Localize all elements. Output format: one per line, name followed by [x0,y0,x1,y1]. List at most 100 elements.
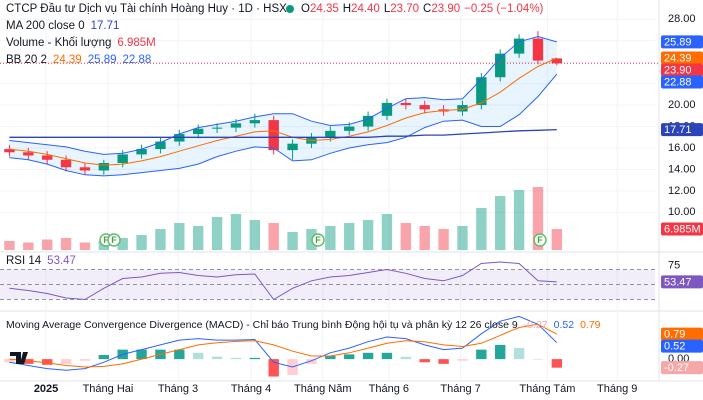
x-tick-label: Tháng 3 [158,383,198,395]
x-tick-label: Tháng Tám [519,383,575,395]
candle-body [381,102,393,116]
ohlc-key: C [423,3,431,15]
candle-body [155,141,166,150]
macd-histogram-bar [532,359,544,360]
ma-legend: MA 200 close 0 17.71 [6,20,119,32]
volume-bar [23,242,34,250]
mark-layer [4,31,563,377]
logo[interactable] [10,352,28,364]
candle-body [268,120,279,151]
macd-histogram-bar [230,357,242,360]
bb-mid-line [9,57,558,166]
event-letter: F [103,235,109,245]
ohlc-value: 24.40 [351,3,380,15]
volume-bar [117,238,128,250]
macd-value: 0.52 [554,319,575,331]
macd-histogram-bar [41,359,53,365]
bb-mid-badge: 24.39 [664,52,692,64]
macd-histogram-bar [60,359,72,364]
line-layer [0,35,659,371]
macd-histogram-bar [495,344,506,360]
y-tick-label: 16.00 [668,142,696,154]
candle-body [41,155,53,160]
y-tick-label: 14.00 [668,163,696,175]
y-tick-label: 12.00 [668,185,696,197]
volume-bar [211,217,223,250]
axis-layer: 28.0026.0024.0022.0020.0018.0016.0014.00… [34,13,703,395]
change: −0.25 (−1.04%) [464,3,543,15]
volume-bar [249,220,261,250]
macd-histogram-bar [551,359,563,368]
volume-value: 6.985M [117,37,155,49]
candle-body [344,126,355,131]
macd-histogram-bar [23,359,34,364]
macd-histogram-bar [513,348,525,360]
candle-body [23,152,34,156]
candle-body [513,38,525,54]
volume-label: Volume - Khối lượng [6,37,111,49]
volume-bar [325,226,336,250]
macd-histogram-bar [400,356,412,360]
area-layer [0,36,655,300]
macd-histogram-bar [476,349,487,360]
macd-histogram-bar [438,359,449,364]
bb-lower-line [9,73,558,177]
candle-body [476,77,487,106]
macd-histogram-bar [211,356,223,360]
event-letter: F [537,235,543,245]
macd-histogram-bar [249,357,261,360]
macd-histogram-bar [306,359,317,364]
bb-lower-badge: 22.88 [664,76,692,88]
rsi-label: RSI 14 [6,255,42,267]
ma-value: 17.71 [91,20,120,32]
candle-body [4,149,15,153]
y-tick-label: 20.00 [668,99,696,111]
volume-legend: Volume - Khối lượng 6.985M [6,37,156,49]
candle-body [193,128,204,135]
macd-hist-badge: -0.27 [664,362,689,374]
event-letter: F [315,235,321,245]
macd-histogram-bar [4,359,15,363]
volume-bar [476,208,487,250]
macd-legend: Moving Average Convergence Divergence (M… [6,319,601,331]
status-dot [286,5,294,13]
chart-title: CTCP Đầu tư Dịch vụ Tài chính Hoàng Huy … [6,3,287,15]
rsi-legend: RSI 14 53.47 [6,255,76,267]
candle-body [532,38,544,61]
macd-badge: 0.52 [664,341,685,353]
volume-bar [551,229,563,250]
event-markers: F F F F [99,233,547,247]
candle-body [211,127,223,129]
macd-histogram-bar [325,355,336,360]
macd-histogram-bar [79,359,91,361]
bb-label: BB 20 2 [6,54,47,66]
volume-bar [155,229,166,250]
macd-histogram-bar [174,349,185,360]
x-tick-label: Tháng Năm [294,383,351,395]
event-icon[interactable] [107,233,121,247]
event-icon[interactable] [533,233,547,247]
volume-bar [136,235,147,250]
candle-body [551,58,563,64]
candle-body [230,123,242,128]
bb-legend: BB 20 2 24.39 25.89 22.88 [6,54,151,66]
bb-upper-line [9,35,557,155]
x-tick-label: Tháng 7 [440,383,480,395]
macd-histogram-bar [362,352,374,360]
macd-histogram-bar [193,352,204,360]
volume-badge-bg [661,222,703,236]
bb-lower-badge-bg [661,75,703,89]
volume-bar [287,232,298,250]
candle-body [325,130,336,138]
macd-histogram-bar [98,355,110,360]
macd-hist-badge-bg [661,361,703,375]
event-icon[interactable] [311,233,325,247]
macd-histogram-bar [344,354,355,360]
volume-bar [532,187,544,250]
volume-bar [419,226,430,250]
macd-badge-bg [661,339,703,353]
x-tick-label: 2025 [34,383,58,395]
volume-badge: 6.985M [664,223,701,235]
rsi-value: 53.47 [47,255,76,267]
